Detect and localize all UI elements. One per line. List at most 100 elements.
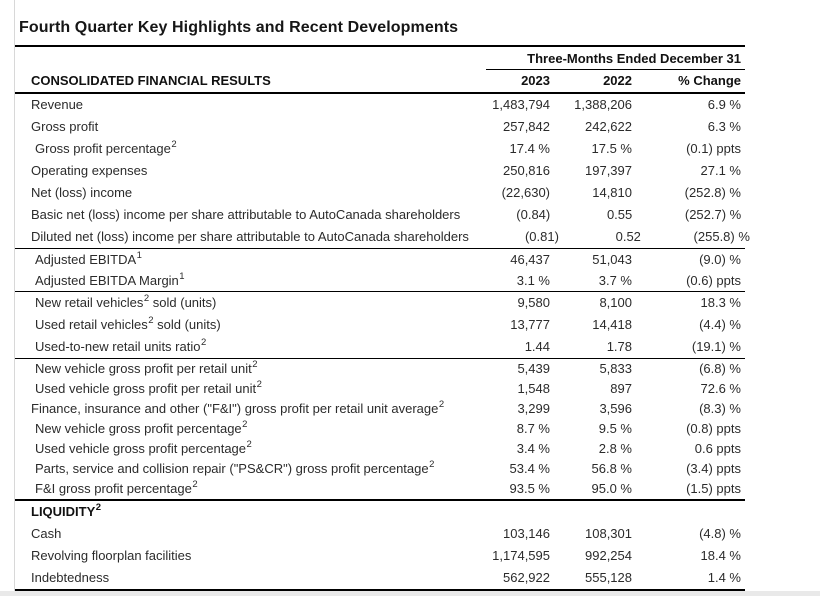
table-row: Cash 103,146 108,301 (4.8) % [15,523,745,545]
footnote-marker: 2 [171,138,177,150]
table-row: Revolving floorplan facilities 1,174,595… [15,545,745,567]
value-change: (9.0) % [699,252,741,267]
row-label: New retail vehicles2 sold (units) [15,292,460,314]
row-label: LIQUIDITY2 [15,501,460,523]
row-label-text: Used retail vehicles [35,317,148,332]
footnote-marker: 2 [256,378,262,390]
value-2022: 51,043 [592,252,632,267]
value-2023: 9,580 [517,295,550,310]
table-row: Parts, service and collision repair ("PS… [15,459,745,479]
value-change: (4.4) % [699,317,741,332]
value-2023: 1,483,794 [492,97,550,112]
page-bottom-strip [0,591,820,596]
table-row: Indebtedness 562,922 555,128 1.4 % [15,567,745,589]
value-change: (252.7) % [684,207,742,222]
value-2022: 555,128 [585,570,632,585]
row-label-text: Used vehicle gross profit percentage [35,441,247,456]
row-label-text: New retail vehicles [35,295,144,310]
value-2022: 17.5 % [591,141,632,156]
value-2023: 13,777 [510,317,550,332]
table-row: Used vehicle gross profit per retail uni… [15,379,745,399]
value-2023: 3.4 % [516,441,550,456]
row-label-text: Basic net (loss) income per share attrib… [31,207,461,222]
value-change: (255.8) % [693,229,750,244]
row-label-suffix: sold (units) [153,317,221,332]
table-row: New vehicle gross profit percentage2 8.7… [15,419,745,439]
table-row: Operating expenses 250,816 197,397 27.1 … [15,160,745,182]
table-row: Finance, insurance and other ("F&I") gro… [15,399,745,419]
value-2022: 2.8 % [598,441,632,456]
period-header-row: Three-Months Ended December 31 [15,47,745,70]
value-2022: 1.78 [606,339,632,354]
value-2022: 56.8 % [591,461,632,476]
row-label: Adjusted EBITDA Margin1 [15,270,460,291]
value-2022: 1,388,206 [574,97,632,112]
row-label: New vehicle gross profit per retail unit… [15,359,460,379]
table-row: Adjusted EBITDA Margin1 3.1 % 3.7 % (0.6… [15,270,745,291]
value-2023: 1.44 [524,339,550,354]
row-label-text: Operating expenses [31,163,148,178]
value-change: 1.4 % [707,570,741,585]
table-row: Gross profit percentage2 17.4 % 17.5 % (… [15,138,745,160]
value-change: (252.8) % [684,185,741,200]
row-label-text: Parts, service and collision repair ("PS… [35,461,429,476]
row-label: Cash [15,523,460,545]
value-change: 18.3 % [700,295,741,310]
table-row: F&I gross profit percentage2 93.5 % 95.0… [15,479,745,499]
row-label: Adjusted EBITDA1 [15,249,460,270]
value-change: 27.1 % [700,163,741,178]
value-2022: 242,622 [585,119,632,134]
value-2023: 17.4 % [509,141,550,156]
page-title: Fourth Quarter Key Highlights and Recent… [19,18,459,36]
table-row: Diluted net (loss) income per share attr… [15,226,750,248]
value-change: (0.1) ppts [686,141,741,156]
value-change: (6.8) % [699,361,741,376]
table-row: Gross profit 257,842 242,622 6.3 % [15,116,745,138]
period-header-underline [486,69,745,70]
value-change: (19.1) % [691,339,741,354]
value-2023: 1,174,595 [492,548,550,563]
table-row: Net (loss) income (22,630) 14,810 (252.8… [15,182,745,204]
row-label-text: F&I gross profit percentage [35,481,192,496]
value-2023: 103,146 [503,526,550,541]
value-change: (8.3) % [699,401,741,416]
financial-table: Three-Months Ended December 31 CONSOLIDA… [15,45,750,591]
value-2023: 1,548 [517,381,550,396]
table-row: Used vehicle gross profit percentage2 3.… [15,439,745,459]
value-change: (3.4) ppts [686,461,741,476]
row-label-text: Revenue [31,97,84,112]
row-label: Gross profit percentage2 [15,138,460,160]
value-2022: 0.52 [615,229,641,244]
row-label: Net (loss) income [15,182,460,204]
table-section: New retail vehicles2 sold (units) 9,580 … [15,292,745,359]
value-change: (0.8) ppts [686,421,741,436]
value-2022: 14,418 [592,317,632,332]
row-label: Used-to-new retail units ratio2 [15,336,460,358]
row-label: F&I gross profit percentage2 [15,479,460,499]
row-label: Used vehicle gross profit per retail uni… [15,379,460,399]
value-2023: 257,842 [503,119,550,134]
page-edge-line [14,0,15,596]
value-2022: 14,810 [592,185,632,200]
column-header-change: % Change [678,73,741,88]
value-change: 18.4 % [700,548,741,563]
value-2023: 93.5 % [509,481,550,496]
row-label: Parts, service and collision repair ("PS… [15,459,460,479]
value-2023: 3.1 % [516,273,550,288]
value-2023: 53.4 % [509,461,550,476]
row-label-text: Adjusted EBITDA [35,252,137,267]
value-2022: 3,596 [599,401,632,416]
column-header-label: CONSOLIDATED FINANCIAL RESULTS [31,73,271,88]
row-label-text: Cash [31,526,62,541]
row-label: Used retail vehicles2 sold (units) [15,314,460,336]
row-label-text: New vehicle gross profit per retail unit [35,361,252,376]
footnote-marker: 2 [95,501,102,513]
table-row: Revenue 1,483,794 1,388,206 6.9 % [15,94,745,116]
footnote-marker: 2 [246,438,252,450]
footnote-marker: 1 [179,270,185,282]
value-change: (4.8) % [699,526,741,541]
row-label-text: Adjusted EBITDA Margin [35,273,179,288]
value-2022: 0.55 [606,207,633,222]
column-header-row: CONSOLIDATED FINANCIAL RESULTS 2023 2022… [15,70,745,94]
value-2022: 897 [610,381,632,396]
